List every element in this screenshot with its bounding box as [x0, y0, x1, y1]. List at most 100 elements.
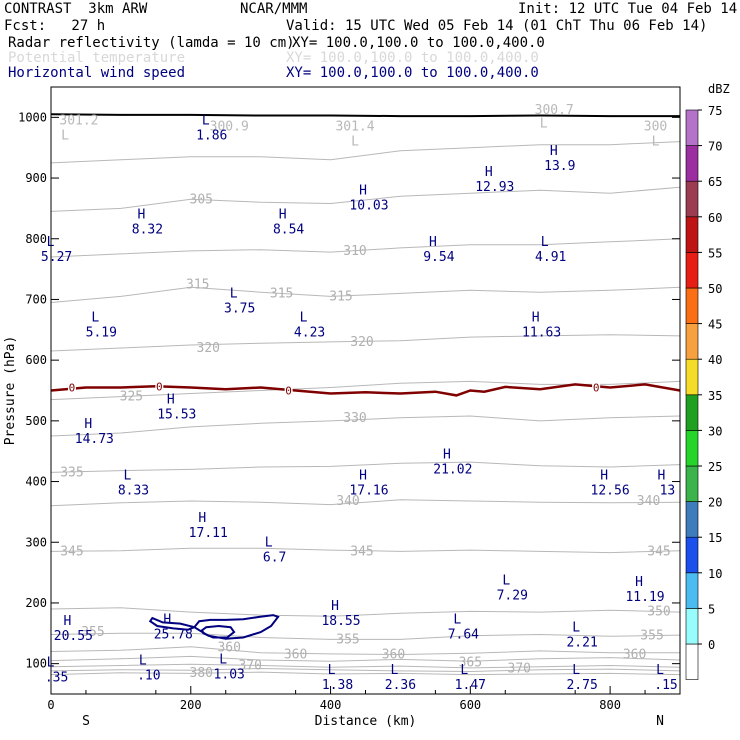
theta-line-330: [50, 415, 681, 437]
theta-label: 330: [343, 411, 366, 426]
theta-line-320: [50, 334, 681, 352]
south-label: S: [82, 714, 90, 729]
colorbar-label: 25: [708, 460, 722, 474]
legend-theta: Potential temperature: [8, 50, 186, 66]
colorbar-box: [685, 394, 699, 431]
colorbar-box: [685, 180, 699, 218]
forecast-hour: Fcst: 27 h: [4, 18, 106, 34]
freezing-label-bg: [592, 381, 601, 394]
theta-label: 355: [640, 629, 663, 644]
wind-extremum-marker: H: [138, 208, 146, 223]
wind-extremum-marker: H: [63, 614, 71, 629]
theta-line-340: [50, 499, 681, 507]
freezing-level-label: 0: [593, 381, 600, 394]
colorbar-label: 5: [708, 602, 715, 616]
theta-line-360: [50, 646, 680, 656]
wind-extremum-marker: L: [202, 113, 210, 128]
wind-extremum-value: 1.86: [196, 128, 227, 143]
theta-extremum-label: L: [540, 116, 548, 131]
wind-extremum-marker: L: [219, 652, 227, 667]
terrain-layer: [50, 113, 680, 118]
wind-extremum-marker: H: [331, 599, 339, 614]
colorbar-label: 70: [708, 140, 722, 154]
wind-extremum-value: 7.29: [497, 589, 528, 604]
wind-extremum-value: 4.23: [294, 326, 325, 341]
wind-extremum-value: 21.02: [433, 462, 472, 477]
theta-label: 365: [459, 655, 482, 670]
wind-extremum-value: 4.91: [535, 250, 566, 265]
wind-extremum-marker: L: [391, 663, 399, 678]
y-tick-label: 500: [25, 414, 47, 428]
legend-wind-xy: XY= 100.0,100.0 to 100.0,400.0: [286, 65, 539, 81]
colorbar-box: [685, 572, 699, 609]
theta-line-380: [50, 671, 681, 676]
theta-label: 340: [637, 494, 660, 509]
x-tick-label: 400: [320, 698, 342, 712]
colorbar-box: [685, 252, 699, 289]
theta-label: 325: [120, 390, 143, 405]
theta-line-335: [50, 461, 681, 473]
theta-label: 355: [336, 632, 359, 647]
wind-extremum-value: 6.7: [263, 550, 286, 565]
theta-label: 370: [508, 662, 531, 677]
colorbar-box: [685, 465, 699, 502]
theta-label: 355: [81, 625, 104, 640]
theta-line-370: [50, 663, 681, 669]
wind-extremum-value: .10: [137, 669, 160, 684]
freezing-level-line: [50, 383, 681, 397]
theta-contours: [50, 141, 681, 676]
x-axis-title: Distance (km): [315, 714, 417, 729]
theta-label: 315: [329, 289, 352, 304]
wind-extremum-marker: H: [550, 144, 558, 159]
wind-extremum-marker: L: [541, 235, 549, 250]
y-tick-label: 100: [25, 657, 47, 671]
wind-extremum-value: 25.78: [154, 627, 193, 642]
colorbar-label: 55: [708, 246, 722, 260]
wind-extremum-marker: L: [572, 663, 580, 678]
theta-line-300: [50, 141, 681, 164]
wind-extremum-value: 10.03: [349, 198, 388, 213]
x-tick-label: 0: [47, 698, 54, 712]
theta-label: 315: [270, 286, 293, 301]
wind-extremum-value: .35: [45, 671, 68, 686]
wind-extremum-marker: L: [300, 311, 308, 326]
theta-label: 315: [186, 277, 209, 292]
colorbar: dBZ 0 5 10 15 20 25 30 35 40 45 50 55 60 65 70 75: [685, 82, 730, 680]
freezing-level-layer: 0 0 0 0: [50, 380, 681, 398]
theta-label: 345: [647, 544, 670, 559]
model-title: CONTRAST 3km ARW: [4, 1, 148, 17]
init-time: Init: 12 UTC Tue 04 Feb 14: [518, 1, 738, 17]
theta-label: 370: [238, 658, 261, 673]
wind-extremum-value: 1.38: [322, 678, 353, 693]
theta-label: 305: [190, 192, 213, 207]
wind-extremum-value: 8.33: [118, 484, 149, 499]
theta-extremum-label: 300.9: [210, 119, 249, 134]
wind-extremum-value: 11.19: [625, 590, 664, 605]
theta-extremum-label: L: [351, 135, 359, 150]
freezing-label-bg: [284, 384, 293, 397]
wind-extremum-marker: H: [600, 469, 608, 484]
wind-extremum-marker: H: [198, 511, 206, 526]
colorbar-label: 75: [708, 104, 722, 118]
wind-extremum-value: 18.55: [321, 614, 360, 629]
freezing-level-label: 0: [285, 385, 292, 398]
theta-extremum-label: L: [652, 135, 660, 150]
wind-extremum-marker: L: [328, 663, 336, 678]
north-label: N: [656, 714, 664, 729]
wind-extremum-value: 15.53: [157, 408, 196, 423]
colorbar-box: [685, 430, 699, 467]
y-tick-label: 300: [25, 535, 47, 549]
wind-extremum-value: 2.36: [385, 678, 416, 693]
wind-extremum-value: 2.21: [566, 635, 597, 650]
theta-line-365: [50, 655, 681, 662]
theta-extremum-label: 301.2: [59, 113, 98, 128]
theta-label: 345: [350, 544, 373, 559]
theta-extremum-label: 301.4: [335, 119, 374, 134]
freezing-level-label: 0: [156, 380, 163, 393]
theta-label: 320: [197, 341, 220, 356]
colorbar-label: 10: [708, 567, 722, 581]
theta-line-305: [50, 186, 681, 212]
theta-label: 380: [190, 666, 213, 681]
colorbar-label: 35: [708, 389, 722, 403]
